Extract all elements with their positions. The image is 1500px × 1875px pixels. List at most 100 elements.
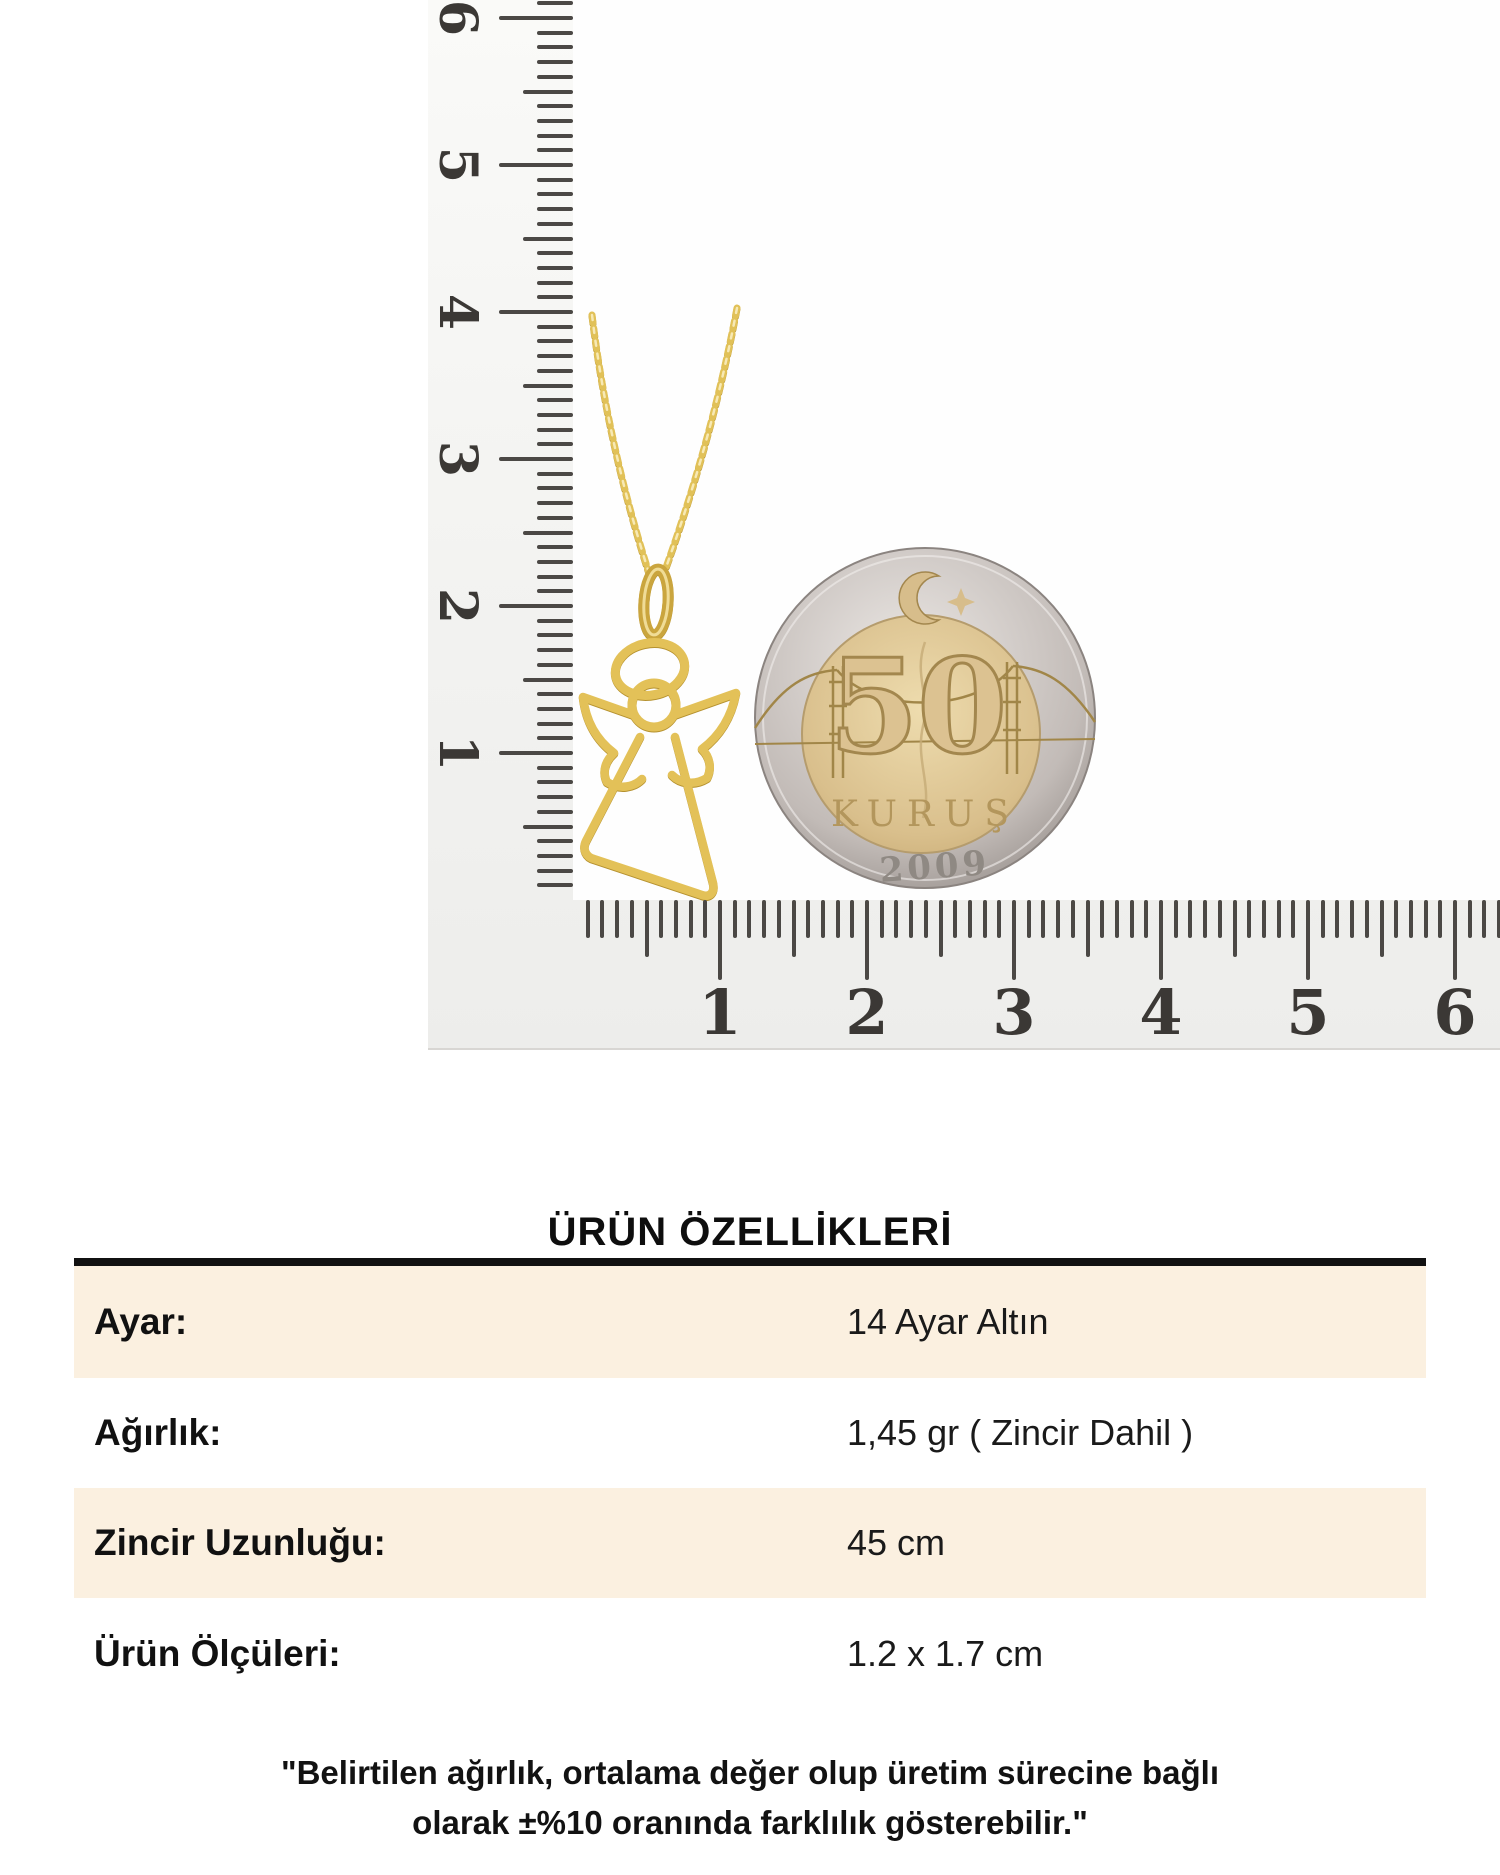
section-title: ÜRÜN ÖZELLİKLERİ xyxy=(547,1210,953,1254)
vertical-ruler-tick xyxy=(537,883,573,888)
spec-label: Zincir Uzunluğu: xyxy=(94,1522,386,1563)
horizontal-ruler-tick xyxy=(673,900,678,938)
horizontal-ruler-tick xyxy=(1026,900,1031,938)
vertical-ruler-tick xyxy=(537,45,573,50)
vertical-ruler-tick xyxy=(523,383,573,388)
horizontal-ruler-tick xyxy=(953,900,958,938)
horizontal-ruler-tick xyxy=(1467,900,1472,938)
horizontal-ruler-tick xyxy=(615,900,620,938)
horizontal-ruler-tick xyxy=(1144,900,1149,938)
horizontal-ruler-tick xyxy=(894,900,899,938)
disclaimer-line-2: olarak ±%10 oranında farklılık gösterebi… xyxy=(412,1804,1088,1841)
horizontal-ruler-tick xyxy=(820,900,825,938)
horizontal-ruler-tick xyxy=(1159,900,1163,980)
horizontal-ruler-tick xyxy=(923,900,928,938)
vertical-ruler-tick xyxy=(537,780,573,785)
spec-row-olculer: Ürün Ölçüleri: 1.2 x 1.7 cm xyxy=(74,1598,1426,1710)
vertical-ruler-tick xyxy=(537,30,573,35)
gold-angel-pendant-necklace xyxy=(578,304,741,900)
horizontal-ruler-number: 3 xyxy=(992,975,1036,1049)
vertical-ruler-tick xyxy=(537,295,573,300)
horizontal-ruler-tick xyxy=(688,900,693,938)
horizontal-ruler-tick xyxy=(1335,900,1340,938)
horizontal-ruler-tick xyxy=(1247,900,1252,938)
vertical-ruler-tick xyxy=(537,221,573,226)
vertical-ruler-tick xyxy=(537,765,573,770)
vertical-ruler-tick xyxy=(523,89,573,94)
spec-label: Ağırlık: xyxy=(94,1412,222,1453)
vertical-ruler-tick xyxy=(537,324,573,329)
vertical-ruler-tick xyxy=(499,163,573,167)
spec-value: 1.2 x 1.7 cm xyxy=(847,1633,1044,1674)
spec-label: Ürün Ölçüleri: xyxy=(94,1633,341,1674)
vertical-ruler-tick xyxy=(537,60,573,65)
horizontal-ruler-tick xyxy=(791,900,796,957)
vertical-ruler-tick xyxy=(537,618,573,623)
vertical-ruler-tick xyxy=(499,604,573,608)
vertical-ruler-tick xyxy=(523,530,573,535)
vertical-ruler-tick xyxy=(537,545,573,550)
horizontal-ruler-number: 2 xyxy=(845,975,889,1049)
vertical-ruler-tick xyxy=(537,559,573,564)
horizontal-ruler-tick xyxy=(1408,900,1413,938)
vertical-ruler-tick xyxy=(537,692,573,697)
horizontal-ruler-tick xyxy=(747,900,752,938)
vertical-ruler-tick xyxy=(537,1,573,6)
horizontal-ruler-tick xyxy=(1350,900,1355,938)
vertical-ruler-tick xyxy=(537,265,573,270)
50-kurus-coin: 50 KURUŞ 2009 xyxy=(753,547,1097,890)
horizontal-ruler-tick xyxy=(629,900,634,938)
vertical-ruler-number: 5 xyxy=(427,146,489,184)
horizontal-ruler-tick xyxy=(1320,900,1325,938)
vertical-ruler-tick xyxy=(537,839,573,844)
vertical-ruler-tick xyxy=(537,795,573,800)
horizontal-ruler-tick xyxy=(1276,900,1281,938)
horizontal-ruler-tick xyxy=(1173,900,1178,938)
vertical-ruler-number: 3 xyxy=(427,440,489,478)
vertical-ruler-tick xyxy=(537,662,573,667)
horizontal-ruler-tick xyxy=(909,900,914,938)
vertical-ruler-tick xyxy=(537,339,573,344)
horizontal-ruler-tick xyxy=(997,900,1002,938)
weight-disclaimer: "Belirtilen ağırlık, ortalama değer olup… xyxy=(0,1748,1500,1848)
horizontal-ruler-tick xyxy=(1497,900,1500,938)
horizontal-ruler-tick xyxy=(1394,900,1399,938)
horizontal-ruler-tick xyxy=(1217,900,1222,938)
spec-label: Ayar: xyxy=(94,1301,188,1342)
vertical-ruler-tick xyxy=(499,457,573,461)
horizontal-ruler-tick xyxy=(865,900,869,980)
horizontal-ruler-tick xyxy=(1129,900,1134,938)
spec-row-ayar: Ayar: 14 Ayar Altın xyxy=(74,1266,1426,1378)
vertical-ruler-tick xyxy=(537,868,573,873)
vertical-ruler-tick xyxy=(537,486,573,491)
horizontal-ruler-number: 6 xyxy=(1433,975,1477,1049)
spec-value: 45 cm xyxy=(847,1522,946,1563)
vertical-ruler-tick xyxy=(537,148,573,153)
vertical-ruler-tick xyxy=(537,280,573,285)
horizontal-ruler-tick xyxy=(1453,900,1457,980)
vertical-ruler-tick xyxy=(537,368,573,373)
horizontal-ruler-tick xyxy=(1070,900,1075,938)
horizontal-ruler-tick xyxy=(1232,900,1237,957)
vertical-ruler-tick xyxy=(537,192,573,197)
horizontal-ruler-number: 1 xyxy=(698,975,742,1049)
horizontal-ruler-tick xyxy=(1306,900,1310,980)
horizontal-ruler-tick xyxy=(762,900,767,938)
vertical-ruler-number: 4 xyxy=(427,293,489,331)
vertical-ruler-tick xyxy=(537,207,573,212)
vertical-ruler-tick xyxy=(537,574,573,579)
vertical-ruler-tick xyxy=(523,236,573,241)
horizontal-ruler-tick xyxy=(938,900,943,957)
horizontal-ruler-tick xyxy=(703,900,708,938)
vertical-ruler-tick xyxy=(499,310,573,314)
horizontal-ruler-tick xyxy=(718,900,722,980)
horizontal-ruler-tick xyxy=(1041,900,1046,938)
horizontal-ruler-tick xyxy=(1188,900,1193,938)
horizontal-ruler-tick xyxy=(850,900,855,938)
horizontal-ruler-tick xyxy=(585,900,590,938)
horizontal-ruler-tick xyxy=(1114,900,1119,938)
vertical-ruler-tick xyxy=(537,354,573,359)
title-divider xyxy=(74,1258,1426,1266)
vertical-ruler-tick xyxy=(537,721,573,726)
